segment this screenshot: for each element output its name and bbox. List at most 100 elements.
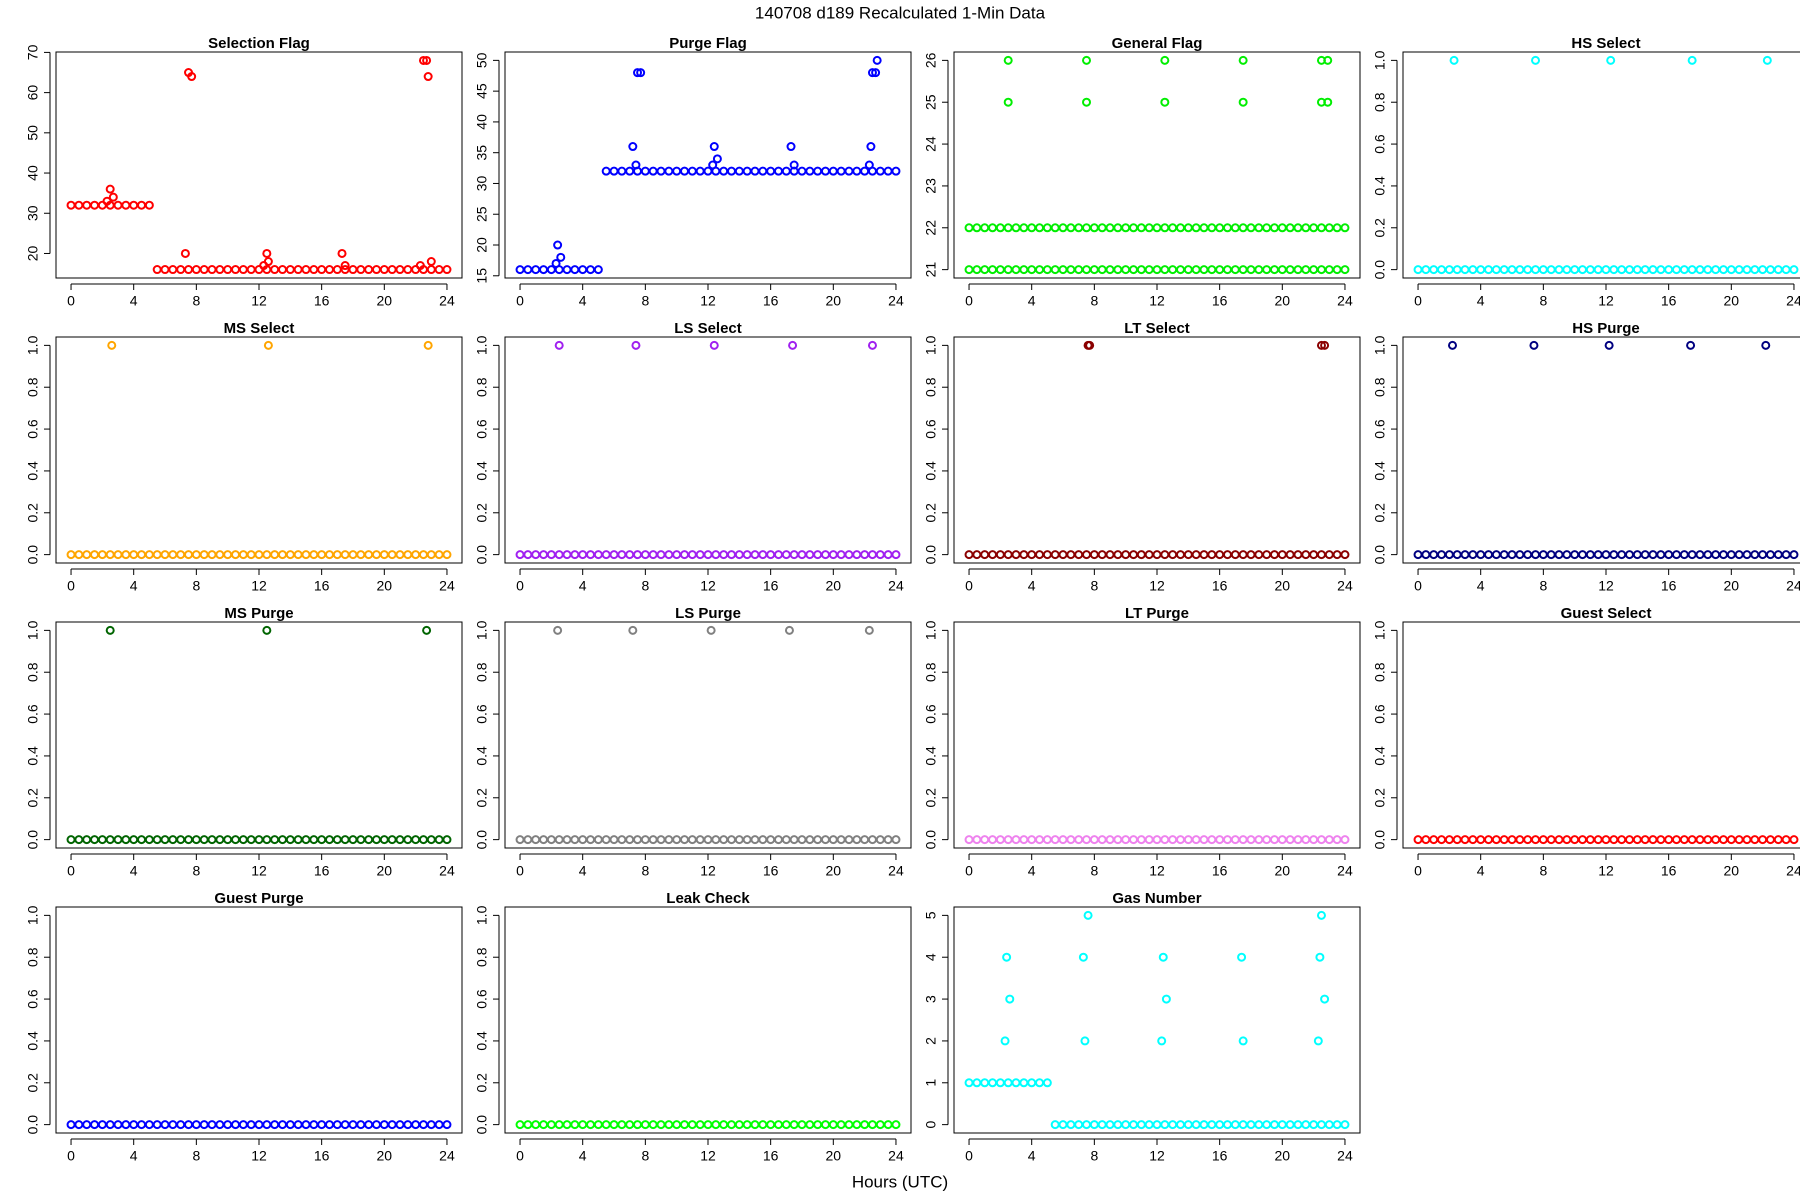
data-point — [415, 261, 425, 271]
panel-title: Purge Flag — [669, 35, 747, 52]
data-point — [631, 340, 641, 350]
y-tick-label: 24 — [923, 136, 939, 152]
x-tick-label: 4 — [130, 293, 138, 309]
y-tick-label: 1.0 — [474, 335, 490, 355]
data-point — [1687, 55, 1697, 65]
data-point — [442, 550, 452, 560]
data-point — [1238, 1036, 1248, 1046]
y-tick-label: 0.4 — [25, 746, 41, 766]
panel-title: General Flag — [1112, 35, 1203, 52]
x-tick-label: 16 — [314, 293, 330, 309]
y-tick-label: 1.0 — [923, 335, 939, 355]
x-tick-label: 24 — [439, 578, 455, 594]
data-point — [1316, 340, 1326, 350]
y-tick-label: 0.2 — [923, 503, 939, 523]
data-point — [871, 68, 881, 78]
data-point — [553, 625, 563, 635]
y-tick-label: 45 — [474, 83, 490, 99]
y-tick-label: 70 — [25, 44, 41, 60]
y-tick-label: 0.8 — [25, 947, 41, 967]
data-point — [107, 340, 117, 350]
y-tick-label: 1.0 — [1372, 335, 1388, 355]
x-tick-label: 12 — [1598, 863, 1614, 879]
x-tick-label: 20 — [1275, 863, 1291, 879]
y-tick-label: 0.2 — [25, 503, 41, 523]
x-tick-label: 24 — [439, 293, 455, 309]
plot-frame — [55, 51, 463, 279]
data-point — [1323, 97, 1333, 107]
data-point — [1078, 952, 1088, 962]
y-tick-label: 0.4 — [923, 746, 939, 766]
data-point — [554, 340, 564, 350]
data-point — [866, 142, 876, 152]
plot-frame — [55, 906, 463, 1134]
data-point — [423, 340, 433, 350]
panel-title: Leak Check — [666, 890, 750, 907]
panel-title: LT Select — [1124, 320, 1190, 337]
y-tick-label: 1.0 — [25, 620, 41, 640]
y-tick-label: 0.6 — [923, 704, 939, 724]
x-tick-label: 8 — [1090, 1148, 1098, 1164]
y-tick-label: 0.2 — [474, 788, 490, 808]
data-point — [1529, 340, 1539, 350]
data-point — [867, 340, 877, 350]
y-tick-label: 0.0 — [25, 545, 41, 565]
data-point — [891, 166, 901, 176]
plot-frame — [953, 336, 1361, 564]
data-point — [556, 252, 566, 262]
x-tick-label: 0 — [67, 863, 75, 879]
data-point — [108, 192, 118, 202]
data-point — [1789, 550, 1799, 560]
y-tick-label: 21 — [923, 262, 939, 278]
data-point — [1160, 97, 1170, 107]
data-point — [1161, 994, 1171, 1004]
data-point — [1761, 340, 1771, 350]
x-axis-title: Hours (UTC) — [852, 1172, 948, 1191]
x-tick-label: 4 — [130, 578, 138, 594]
x-tick-label: 16 — [1212, 293, 1228, 309]
x-tick-label: 8 — [1539, 863, 1547, 879]
page-title: 140708 d189 Recalculated 1-Min Data — [755, 3, 1046, 22]
x-tick-label: 20 — [1724, 578, 1740, 594]
y-tick-label: 30 — [474, 175, 490, 191]
x-tick-label: 8 — [641, 863, 649, 879]
x-tick-label: 24 — [1786, 863, 1800, 879]
panel-title: Selection Flag — [208, 35, 310, 52]
data-point — [593, 265, 603, 275]
data-point — [628, 142, 638, 152]
x-tick-label: 20 — [1724, 293, 1740, 309]
x-tick-label: 20 — [826, 293, 842, 309]
data-point — [1447, 340, 1457, 350]
x-tick-label: 16 — [1212, 578, 1228, 594]
panel-title: Guest Select — [1561, 605, 1652, 622]
x-tick-label: 16 — [1661, 578, 1677, 594]
x-tick-label: 0 — [67, 293, 75, 309]
y-tick-label: 0.4 — [474, 746, 490, 766]
x-tick-label: 12 — [1149, 578, 1165, 594]
plot-frame — [504, 51, 912, 279]
y-tick-label: 4 — [923, 953, 939, 961]
data-point — [1789, 265, 1799, 275]
data-point — [708, 160, 718, 170]
x-tick-label: 8 — [641, 578, 649, 594]
y-tick-label: 1.0 — [25, 905, 41, 925]
x-tick-label: 24 — [1337, 863, 1353, 879]
y-tick-label: 0.8 — [923, 662, 939, 682]
data-point — [1042, 1078, 1052, 1088]
y-tick-label: 0.6 — [1372, 704, 1388, 724]
y-tick-label: 0.8 — [923, 377, 939, 397]
data-point — [1315, 952, 1325, 962]
x-tick-label: 0 — [965, 863, 973, 879]
data-point — [789, 160, 799, 170]
data-point — [263, 340, 273, 350]
data-point — [262, 625, 272, 635]
data-point — [1340, 265, 1350, 275]
x-tick-label: 8 — [641, 1148, 649, 1164]
y-tick-label: 0.2 — [25, 788, 41, 808]
panel-title: LS Select — [674, 320, 742, 337]
x-tick-label: 20 — [377, 863, 393, 879]
y-tick-label: 23 — [923, 178, 939, 194]
x-tick-label: 4 — [579, 863, 587, 879]
y-tick-label: 0.2 — [474, 1073, 490, 1093]
